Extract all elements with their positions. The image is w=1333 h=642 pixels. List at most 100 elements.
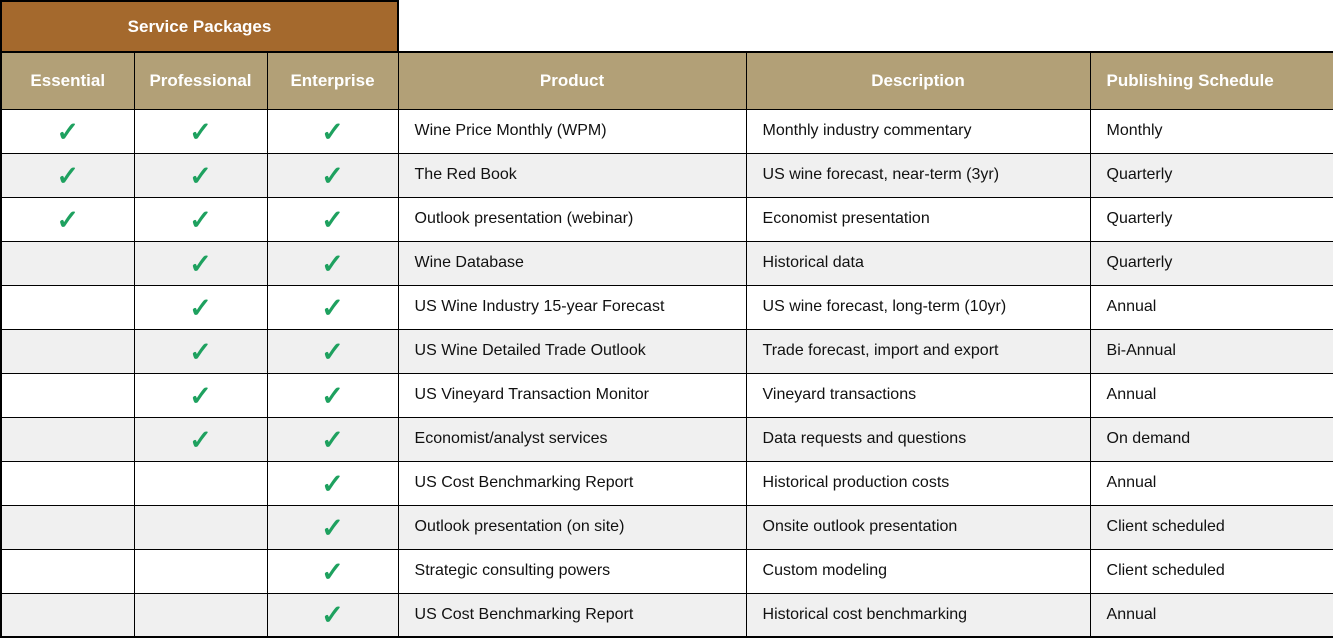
- description-cell: Onsite outlook presentation: [745, 504, 1091, 550]
- product-cell: Economist/analyst services: [397, 416, 747, 462]
- column-header-essential: Essential: [0, 51, 135, 110]
- table-row: ✓ Outlook presentation (on site) Onsite ou…: [0, 504, 1333, 550]
- check-cell-professional: [133, 548, 268, 594]
- green-checkmark-icon: ✓: [56, 204, 80, 235]
- table-row: ✓ ✓ ✓ Outlook presentation (webinar) Economi…: [0, 196, 1333, 242]
- check-cell-essential: ✓: [0, 196, 135, 242]
- green-checkmark-icon: ✓: [189, 292, 212, 323]
- publishing-schedule-cell: Quarterly: [1089, 196, 1333, 242]
- check-cell-professional: [133, 460, 268, 506]
- product-cell: US Vineyard Transaction Monitor: [397, 372, 747, 418]
- table-row: ✓ ✓ US Wine Detailed Trade Outlook Trade fo…: [0, 328, 1333, 374]
- publishing-schedule-cell: Annual: [1089, 372, 1333, 418]
- green-checkmark-icon: ✓: [189, 116, 212, 147]
- description-cell: Data requests and questions: [745, 416, 1091, 462]
- column-header-enterprise: Enterprise: [266, 51, 399, 110]
- product-cell: Strategic consulting powers: [397, 548, 747, 594]
- check-cell-enterprise: ✓: [266, 108, 399, 154]
- check-cell-enterprise: ✓: [266, 196, 399, 242]
- check-cell-professional: ✓: [133, 328, 268, 374]
- green-checkmark-icon: ✓: [321, 424, 344, 455]
- check-cell-essential: [0, 372, 135, 418]
- column-header-description: Description: [745, 51, 1091, 110]
- check-cell-essential: [0, 548, 135, 594]
- green-checkmark-icon: ✓: [321, 204, 344, 235]
- product-cell: Outlook presentation (webinar): [397, 196, 747, 242]
- table-row: ✓ US Cost Benchmarking Report Historical c…: [0, 592, 1333, 638]
- publishing-schedule-cell: Bi-Annual: [1089, 328, 1333, 374]
- description-cell: Vineyard transactions: [745, 372, 1091, 418]
- check-cell-essential: [0, 460, 135, 506]
- product-cell: Outlook presentation (on site): [397, 504, 747, 550]
- table-row: ✓ ✓ Economist/analyst services Data request…: [0, 416, 1333, 462]
- banner-row: Service Packages: [0, 0, 1333, 53]
- column-header-professional: Professional: [133, 51, 268, 110]
- publishing-schedule-cell: Quarterly: [1089, 152, 1333, 198]
- publishing-schedule-cell: Annual: [1089, 284, 1333, 330]
- check-cell-enterprise: ✓: [266, 284, 399, 330]
- publishing-schedule-cell: Client scheduled: [1089, 548, 1333, 594]
- product-cell: US Wine Industry 15-year Forecast: [397, 284, 747, 330]
- green-checkmark-icon: ✓: [189, 160, 212, 191]
- publishing-schedule-cell: Quarterly: [1089, 240, 1333, 286]
- column-header-product: Product: [397, 51, 747, 110]
- description-cell: Historical data: [745, 240, 1091, 286]
- table-row: ✓ US Cost Benchmarking Report Historical p…: [0, 460, 1333, 506]
- check-cell-professional: ✓: [133, 152, 268, 198]
- green-checkmark-icon: ✓: [321, 248, 344, 279]
- check-cell-enterprise: ✓: [266, 328, 399, 374]
- description-cell: US wine forecast, near-term (3yr): [745, 152, 1091, 198]
- check-cell-professional: ✓: [133, 240, 268, 286]
- green-checkmark-icon: ✓: [189, 380, 212, 411]
- table-row: ✓ ✓ Wine Database Historical data Quarterly: [0, 240, 1333, 286]
- check-cell-essential: [0, 504, 135, 550]
- check-cell-professional: ✓: [133, 416, 268, 462]
- green-checkmark-icon: ✓: [321, 380, 344, 411]
- publishing-schedule-cell: Monthly: [1089, 108, 1333, 154]
- check-cell-essential: ✓: [0, 152, 135, 198]
- check-cell-professional: ✓: [133, 284, 268, 330]
- product-cell: Wine Price Monthly (WPM): [397, 108, 747, 154]
- check-cell-enterprise: ✓: [266, 152, 399, 198]
- description-cell: Monthly industry commentary: [745, 108, 1091, 154]
- check-cell-enterprise: ✓: [266, 416, 399, 462]
- column-header-publishing-schedule: Publishing Schedule: [1089, 51, 1333, 110]
- description-cell: Historical production costs: [745, 460, 1091, 506]
- description-cell: Custom modeling: [745, 548, 1091, 594]
- product-cell: US Wine Detailed Trade Outlook: [397, 328, 747, 374]
- check-cell-professional: ✓: [133, 108, 268, 154]
- green-checkmark-icon: ✓: [321, 600, 344, 631]
- table-row: ✓ ✓ ✓ The Red Book US wine forecast, near-te…: [0, 152, 1333, 198]
- check-cell-enterprise: ✓: [266, 372, 399, 418]
- check-cell-enterprise: ✓: [266, 240, 399, 286]
- green-checkmark-icon: ✓: [321, 336, 344, 367]
- check-cell-essential: ✓: [0, 108, 135, 154]
- check-cell-professional: ✓: [133, 372, 268, 418]
- check-cell-enterprise: ✓: [266, 592, 399, 638]
- check-cell-professional: ✓: [133, 196, 268, 242]
- check-cell-essential: [0, 416, 135, 462]
- publishing-schedule-cell: Client scheduled: [1089, 504, 1333, 550]
- table-row: ✓ ✓ US Wine Industry 15-year Forecast US wi…: [0, 284, 1333, 330]
- green-checkmark-icon: ✓: [321, 116, 344, 147]
- green-checkmark-icon: ✓: [189, 336, 212, 367]
- publishing-schedule-cell: Annual: [1089, 460, 1333, 506]
- check-cell-essential: [0, 328, 135, 374]
- green-checkmark-icon: ✓: [321, 468, 344, 499]
- green-checkmark-icon: ✓: [321, 160, 344, 191]
- table-body: ✓ ✓ ✓ Wine Price Monthly (WPM) Monthly indus…: [0, 108, 1333, 638]
- column-header-row: Essential Professional Enterprise Produc…: [0, 51, 1333, 110]
- table-row: ✓ ✓ US Vineyard Transaction Monitor Vineyar…: [0, 372, 1333, 418]
- green-checkmark-icon: ✓: [56, 160, 80, 191]
- check-cell-essential: [0, 592, 135, 638]
- product-cell: US Cost Benchmarking Report: [397, 592, 747, 638]
- publishing-schedule-cell: On demand: [1089, 416, 1333, 462]
- description-cell: Trade forecast, import and export: [745, 328, 1091, 374]
- product-cell: Wine Database: [397, 240, 747, 286]
- product-cell: US Cost Benchmarking Report: [397, 460, 747, 506]
- product-cell: The Red Book: [397, 152, 747, 198]
- service-packages-banner: Service Packages: [0, 0, 400, 53]
- check-cell-essential: [0, 284, 135, 330]
